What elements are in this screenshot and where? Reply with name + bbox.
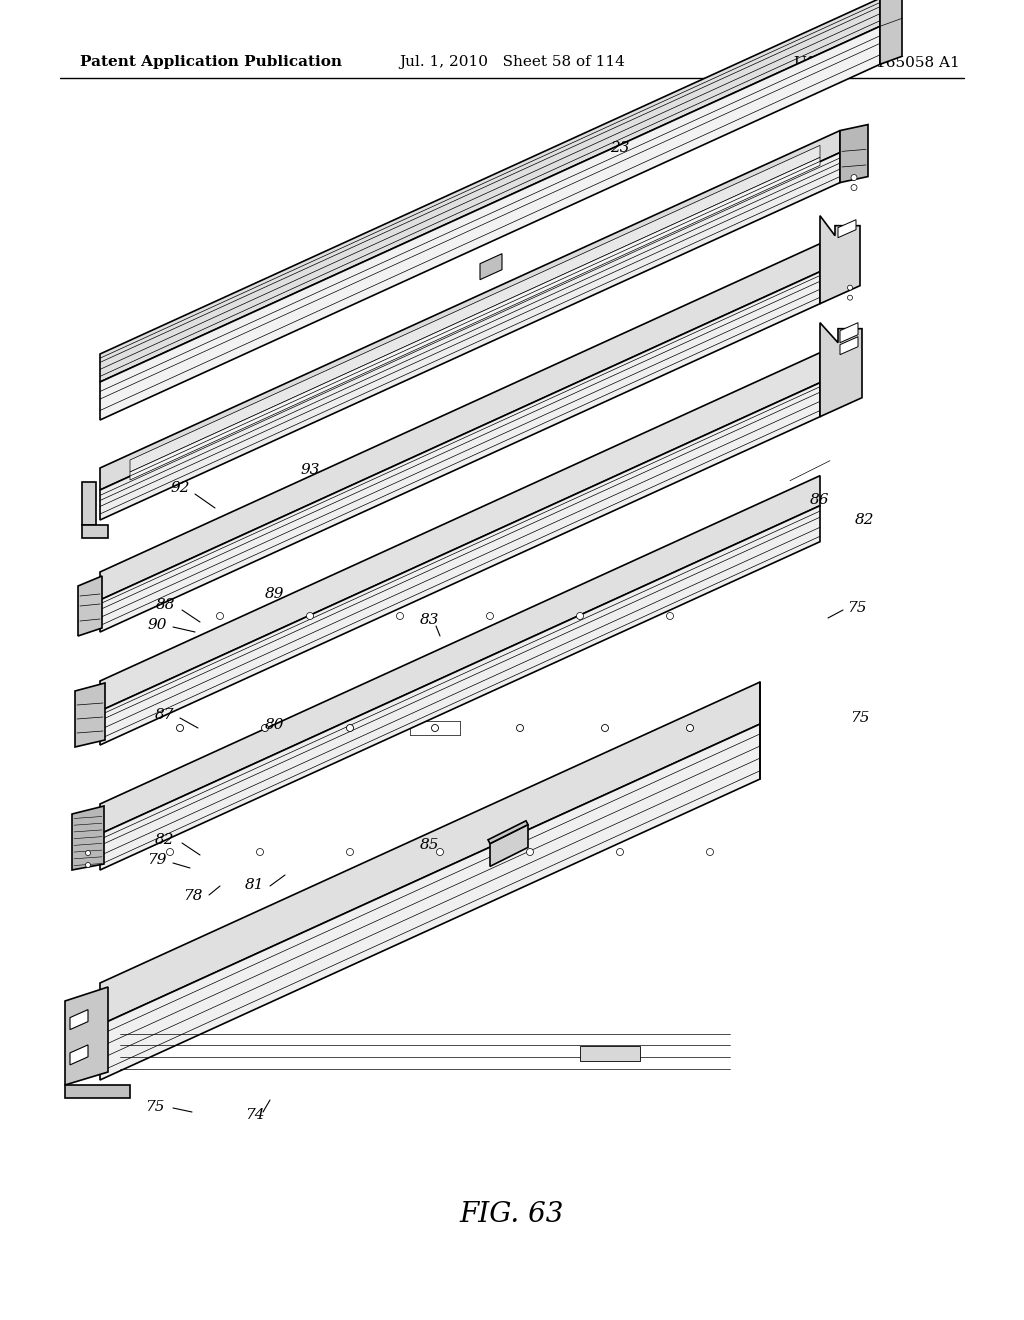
Polygon shape	[78, 576, 102, 636]
Polygon shape	[100, 352, 820, 711]
Text: 89: 89	[265, 587, 285, 601]
Polygon shape	[130, 145, 820, 473]
Text: Jul. 1, 2010   Sheet 58 of 114: Jul. 1, 2010 Sheet 58 of 114	[399, 55, 625, 69]
Polygon shape	[82, 525, 108, 539]
Polygon shape	[75, 682, 105, 747]
Circle shape	[848, 285, 853, 290]
Polygon shape	[100, 131, 840, 490]
Polygon shape	[100, 272, 820, 632]
Text: 79: 79	[147, 853, 167, 867]
Polygon shape	[840, 322, 858, 343]
Text: Patent Application Publication: Patent Application Publication	[80, 55, 342, 69]
Circle shape	[306, 612, 313, 619]
Text: 85: 85	[420, 838, 439, 851]
Text: 93: 93	[300, 463, 319, 477]
Text: 92: 92	[170, 480, 189, 495]
Polygon shape	[65, 1085, 130, 1098]
Circle shape	[85, 850, 90, 855]
Circle shape	[396, 612, 403, 619]
Polygon shape	[100, 725, 760, 1080]
Text: 23: 23	[610, 141, 630, 154]
Text: 90: 90	[147, 618, 167, 632]
Polygon shape	[490, 825, 528, 866]
Text: 82: 82	[156, 833, 175, 847]
Polygon shape	[65, 987, 108, 1085]
Polygon shape	[838, 219, 856, 238]
Text: 88: 88	[157, 598, 176, 612]
Text: 74: 74	[246, 1107, 265, 1122]
Text: 78: 78	[183, 888, 203, 903]
Text: 75: 75	[145, 1100, 165, 1114]
Circle shape	[261, 725, 268, 731]
Polygon shape	[100, 475, 820, 834]
Polygon shape	[820, 322, 862, 417]
Polygon shape	[840, 124, 868, 182]
Circle shape	[516, 725, 523, 731]
Text: 80: 80	[265, 718, 285, 733]
Circle shape	[686, 725, 693, 731]
Circle shape	[176, 725, 183, 731]
Circle shape	[346, 725, 353, 731]
Polygon shape	[100, 682, 760, 1026]
Circle shape	[616, 849, 624, 855]
Text: US 2010/0165058 A1: US 2010/0165058 A1	[795, 55, 961, 69]
Circle shape	[577, 612, 584, 619]
Polygon shape	[100, 153, 840, 520]
Circle shape	[526, 849, 534, 855]
Circle shape	[601, 725, 608, 731]
Circle shape	[256, 849, 263, 855]
Polygon shape	[100, 244, 820, 601]
Text: 82: 82	[855, 513, 874, 527]
Text: 83: 83	[420, 612, 439, 627]
Text: 75: 75	[847, 601, 866, 615]
Circle shape	[707, 849, 714, 855]
Circle shape	[216, 612, 223, 619]
Polygon shape	[70, 1045, 88, 1065]
Polygon shape	[70, 1010, 88, 1030]
Circle shape	[346, 849, 353, 855]
Circle shape	[851, 185, 857, 190]
Polygon shape	[72, 807, 104, 870]
Circle shape	[486, 612, 494, 619]
Circle shape	[167, 849, 173, 855]
Polygon shape	[840, 337, 858, 355]
Circle shape	[85, 862, 90, 867]
Circle shape	[848, 296, 853, 300]
Polygon shape	[488, 821, 528, 843]
Circle shape	[431, 725, 438, 731]
Polygon shape	[100, 506, 820, 870]
Polygon shape	[100, 26, 880, 420]
Text: 81: 81	[246, 878, 265, 892]
Circle shape	[436, 849, 443, 855]
Text: 75: 75	[850, 711, 869, 725]
Polygon shape	[130, 157, 820, 480]
Text: 86: 86	[810, 492, 829, 507]
Circle shape	[667, 612, 674, 619]
Polygon shape	[880, 0, 902, 65]
Polygon shape	[100, 0, 880, 381]
Text: 87: 87	[156, 708, 175, 722]
Circle shape	[851, 174, 857, 181]
Polygon shape	[100, 383, 820, 744]
Polygon shape	[820, 215, 860, 304]
Polygon shape	[82, 482, 96, 525]
Polygon shape	[580, 1045, 640, 1061]
Polygon shape	[480, 253, 502, 280]
Text: FIG. 63: FIG. 63	[460, 1201, 564, 1229]
